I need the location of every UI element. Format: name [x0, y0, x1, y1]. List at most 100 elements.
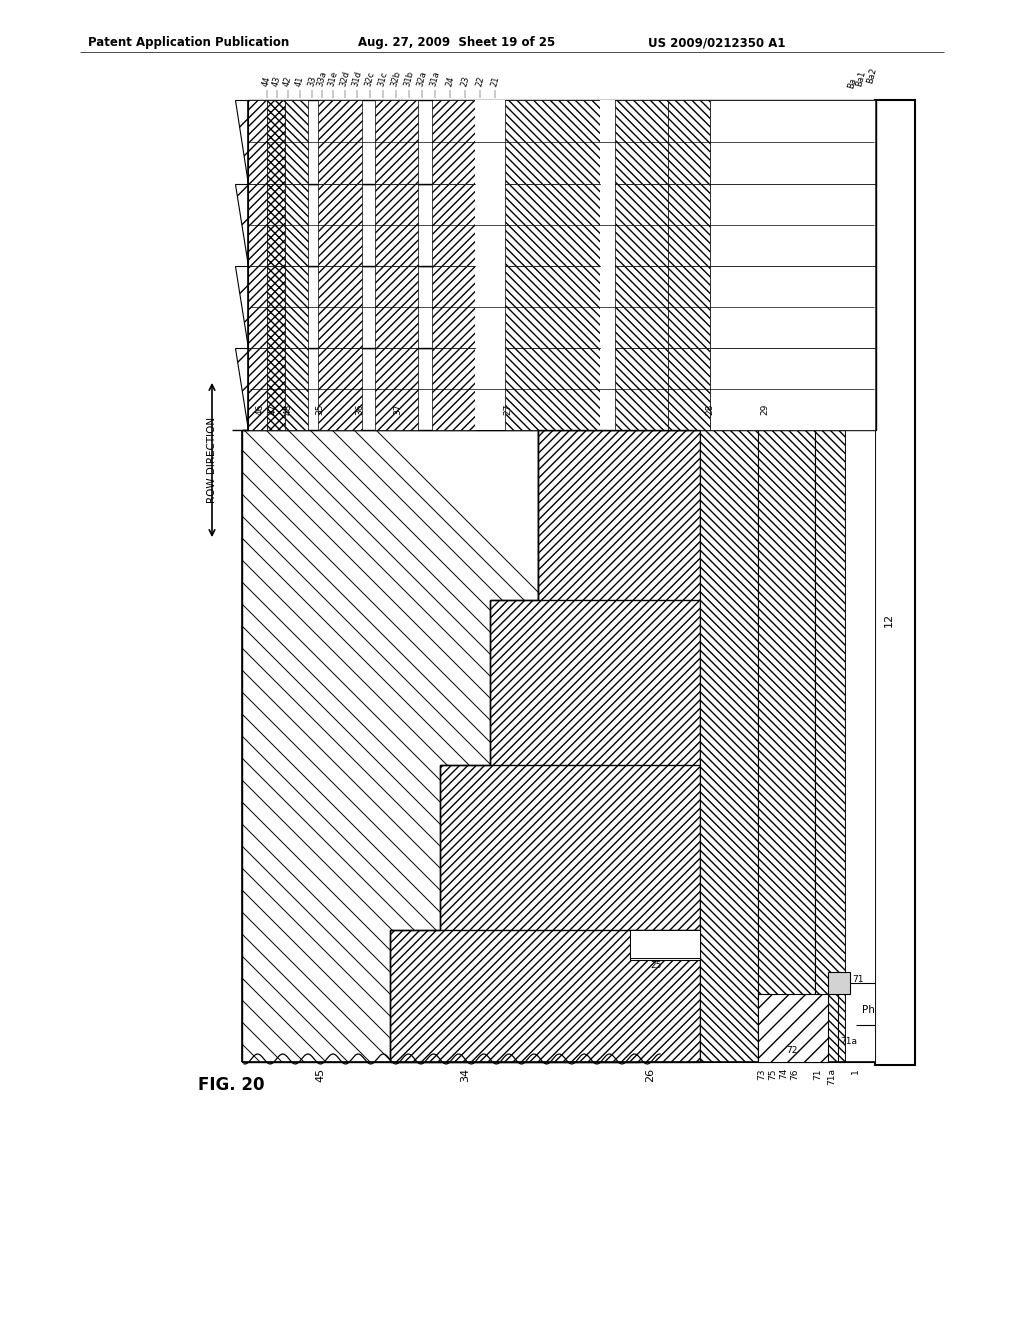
Text: 29: 29 — [761, 404, 769, 414]
Text: 41: 41 — [294, 75, 306, 88]
Bar — [475, 267, 505, 348]
Bar — [505, 100, 600, 183]
Text: 71: 71 — [813, 1068, 822, 1080]
Polygon shape — [490, 865, 640, 1063]
Bar — [505, 183, 600, 267]
Text: US 2009/0212350 A1: US 2009/0212350 A1 — [648, 36, 785, 49]
Text: Aug. 27, 2009  Sheet 19 of 25: Aug. 27, 2009 Sheet 19 of 25 — [358, 36, 555, 49]
Bar — [615, 100, 668, 183]
Text: 1: 1 — [851, 1068, 859, 1073]
Bar — [758, 994, 828, 1063]
Text: 31d: 31d — [350, 70, 364, 88]
Text: Ph: Ph — [862, 1005, 874, 1015]
Bar — [285, 100, 308, 183]
Bar — [710, 348, 874, 430]
Polygon shape — [234, 348, 248, 430]
Bar — [285, 183, 308, 267]
Text: 31c: 31c — [377, 71, 389, 88]
Bar — [318, 100, 362, 183]
Bar — [600, 267, 615, 348]
Bar — [248, 267, 876, 348]
Bar — [828, 972, 850, 994]
Polygon shape — [390, 430, 700, 1063]
Bar — [248, 100, 267, 183]
Bar — [267, 183, 285, 267]
Bar — [432, 100, 475, 183]
Text: 35: 35 — [315, 404, 325, 414]
Polygon shape — [234, 100, 248, 183]
Bar — [615, 183, 668, 267]
Bar — [318, 183, 362, 267]
Bar — [475, 100, 505, 183]
Polygon shape — [234, 183, 248, 267]
Text: Ba1: Ba1 — [855, 70, 867, 88]
Text: 75: 75 — [768, 1068, 777, 1080]
Text: 22: 22 — [474, 75, 485, 88]
Bar — [600, 183, 615, 267]
Bar — [505, 348, 600, 430]
Bar — [267, 267, 285, 348]
Bar — [375, 267, 418, 348]
Text: 24: 24 — [444, 75, 456, 88]
Text: 71a: 71a — [840, 1038, 857, 1047]
Bar — [615, 267, 668, 348]
Bar — [668, 100, 710, 183]
Bar — [758, 430, 815, 1063]
Text: 44: 44 — [261, 75, 272, 88]
Bar — [248, 100, 876, 183]
Text: 32a: 32a — [416, 70, 428, 88]
Bar — [318, 348, 362, 430]
Bar — [815, 430, 845, 1063]
Bar — [668, 267, 710, 348]
Bar — [432, 348, 475, 430]
Text: Ba: Ba — [846, 77, 858, 90]
Bar — [475, 183, 505, 267]
Bar — [710, 183, 874, 267]
Text: ROW DIRECTION: ROW DIRECTION — [207, 417, 217, 503]
Bar — [248, 348, 267, 430]
Text: 45: 45 — [315, 1068, 325, 1082]
Text: 36: 36 — [355, 404, 365, 414]
Bar — [710, 100, 874, 183]
Text: 71: 71 — [852, 975, 863, 985]
Text: 31a: 31a — [429, 70, 441, 88]
Text: 42: 42 — [283, 75, 294, 88]
Text: 28: 28 — [706, 404, 715, 414]
Text: 72: 72 — [786, 1045, 798, 1055]
Text: 33: 33 — [306, 75, 317, 88]
Bar — [248, 183, 876, 267]
Text: 12: 12 — [884, 612, 894, 627]
Bar — [505, 267, 600, 348]
Bar — [248, 267, 267, 348]
Text: 74: 74 — [779, 1068, 788, 1080]
Text: 43: 43 — [271, 75, 283, 88]
Text: Patent Application Publication: Patent Application Publication — [88, 36, 289, 49]
Bar — [248, 348, 876, 430]
Bar — [475, 348, 505, 430]
Text: 32b: 32b — [389, 70, 402, 88]
Text: FIG. 20: FIG. 20 — [198, 1076, 264, 1094]
Text: 32c: 32c — [364, 71, 377, 88]
Text: 21: 21 — [489, 75, 501, 88]
Bar — [285, 348, 308, 430]
Bar — [630, 931, 700, 960]
Bar — [285, 267, 308, 348]
Text: 27: 27 — [504, 404, 512, 414]
Text: 31e: 31e — [327, 70, 339, 88]
Bar — [375, 100, 418, 183]
Text: 26: 26 — [645, 1068, 655, 1082]
Bar — [615, 348, 668, 430]
Text: 32d: 32d — [339, 70, 351, 88]
Bar — [375, 348, 418, 430]
Bar — [668, 183, 710, 267]
Bar — [710, 267, 874, 348]
Text: 25: 25 — [650, 961, 662, 969]
Bar — [375, 183, 418, 267]
Bar — [845, 430, 874, 1063]
Bar — [318, 267, 362, 348]
Text: 48: 48 — [284, 404, 293, 414]
Polygon shape — [234, 267, 248, 348]
Bar — [432, 267, 475, 348]
Bar — [600, 348, 615, 430]
Bar — [668, 348, 710, 430]
